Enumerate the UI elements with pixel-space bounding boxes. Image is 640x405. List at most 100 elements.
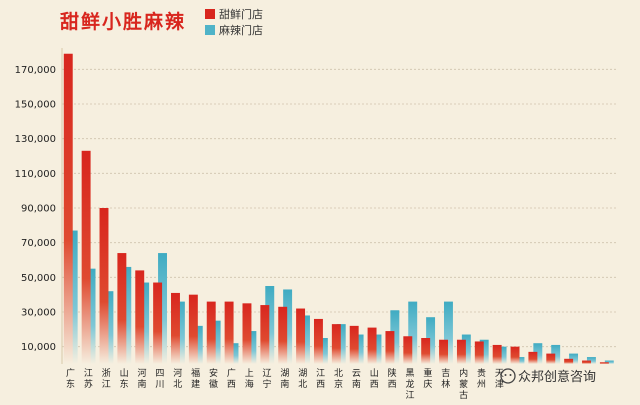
bar-sweet <box>278 306 288 364</box>
x-tick-label: 山西 <box>370 368 379 390</box>
y-tick-label: 30,000 <box>21 308 56 319</box>
bar-spicy <box>301 315 310 364</box>
bar-spicy <box>265 286 275 364</box>
bar-spicy <box>569 353 579 364</box>
x-tick-label: 安徽 <box>209 367 218 390</box>
wechat-icon <box>500 368 516 384</box>
bar-sweet <box>546 353 556 364</box>
x-tick-label: 江西 <box>316 368 325 390</box>
bar-spicy <box>390 310 400 364</box>
bar-sweet <box>582 360 591 364</box>
bar-sweet <box>385 331 395 364</box>
y-tick-label: 70,000 <box>21 238 56 249</box>
bar-sweet <box>171 292 180 364</box>
bars <box>63 53 614 364</box>
bar-sweet <box>474 341 484 364</box>
bar-spicy <box>175 301 185 364</box>
bar-sweet <box>599 362 609 364</box>
x-tick-label: 广东 <box>66 367 75 390</box>
bar-spicy <box>479 339 489 364</box>
x-axis: 广东江苏浙江山东河南四川河北福建安徽广西上海辽宁湖南湖北江西北京云南山西陕西黑龙… <box>66 367 504 401</box>
x-tick-label: 河南 <box>137 367 146 390</box>
bar-sweet <box>63 53 73 364</box>
y-tick-label: 170,000 <box>15 65 56 76</box>
bar-sweet <box>439 339 449 364</box>
legend-label-spicy: 麻辣门店 <box>219 23 263 37</box>
bar-sweet <box>349 325 359 364</box>
x-tick-label: 内蒙古 <box>459 367 468 401</box>
bar-sweet <box>206 301 216 364</box>
y-tick-label: 90,000 <box>21 204 56 215</box>
bar-spicy <box>426 317 436 364</box>
x-tick-label: 黑龙江 <box>406 368 415 401</box>
bar-sweet <box>99 208 109 364</box>
x-tick-label: 福建 <box>191 367 200 390</box>
bar-spicy <box>68 230 78 364</box>
bar-spicy <box>354 334 364 364</box>
y-tick-label: 110,000 <box>15 169 56 180</box>
legend-swatch-spicy <box>205 25 215 35</box>
chart-title: 甜鲜小胜麻辣 <box>60 10 186 33</box>
bar-spicy <box>497 346 507 364</box>
x-tick-label: 四川 <box>155 369 164 390</box>
bar-sweet <box>224 301 234 364</box>
y-axis: 10,000 30,000 50,000 70,000 90,000 110,000 130… <box>15 48 63 364</box>
x-tick-label: 北京 <box>334 368 343 390</box>
bar-spicy <box>336 324 346 364</box>
bar-sweet <box>242 303 252 364</box>
bar-spicy <box>515 357 525 364</box>
x-tick-label: 江苏 <box>84 368 93 390</box>
x-tick-label: 广西 <box>227 367 236 390</box>
bar-spicy <box>318 338 328 364</box>
bar-sweet <box>188 294 198 364</box>
bar-spicy <box>372 334 382 364</box>
legend-swatch-sweet <box>205 9 215 19</box>
x-tick-label: 湖南 <box>280 368 289 390</box>
bar-sweet <box>296 308 306 364</box>
bar-sweet <box>135 270 145 364</box>
bar-spicy <box>551 344 561 364</box>
x-tick-label: 浙江 <box>102 367 111 390</box>
legend: 甜鲜门店 麻辣门店 <box>205 7 263 37</box>
bar-spicy <box>193 325 203 364</box>
bar-sweet <box>510 346 520 364</box>
x-tick-label: 贵州 <box>477 367 486 390</box>
bar-sweet <box>331 324 341 364</box>
bar-sweet <box>492 344 502 364</box>
bar-spicy <box>443 301 453 364</box>
bar-spicy <box>158 253 167 364</box>
bar-spicy <box>283 289 293 364</box>
bar-sweet <box>456 339 466 364</box>
wechat-icon-dot <box>509 374 512 376</box>
bar-spicy <box>211 320 221 364</box>
bar-spicy <box>604 360 614 364</box>
y-tick-label: 130,000 <box>15 134 56 145</box>
bar-spicy <box>140 282 150 364</box>
y-tick-label: 50,000 <box>21 273 56 284</box>
bar-spicy <box>408 301 418 364</box>
x-tick-label: 重庆 <box>423 367 432 390</box>
bar-spicy <box>86 268 96 364</box>
x-tick-label: 辽宁 <box>263 368 272 390</box>
bar-spicy <box>461 334 471 364</box>
y-tick-label: 150,000 <box>15 100 56 111</box>
bar-sweet <box>367 327 377 364</box>
bar-sweet <box>117 253 127 364</box>
bar-sweet <box>81 150 91 364</box>
bar-spicy <box>229 343 239 364</box>
x-tick-label: 上海 <box>245 368 254 390</box>
y-tick-label: 10,000 <box>21 342 56 353</box>
bar-sweet <box>564 358 574 364</box>
wechat-icon-dot <box>504 374 507 376</box>
legend-label-sweet: 甜鲜门店 <box>219 7 263 21</box>
bar-sweet <box>528 351 538 364</box>
bar-spicy <box>247 331 257 364</box>
x-tick-label: 天津 <box>495 369 504 390</box>
bar-sweet <box>313 318 323 364</box>
x-tick-label: 陕西 <box>388 367 397 390</box>
bar-sweet <box>421 338 431 364</box>
watermark-text: 众邦创意咨询 <box>518 369 596 385</box>
bar-sweet <box>403 336 413 364</box>
bar-sweet <box>153 282 163 364</box>
